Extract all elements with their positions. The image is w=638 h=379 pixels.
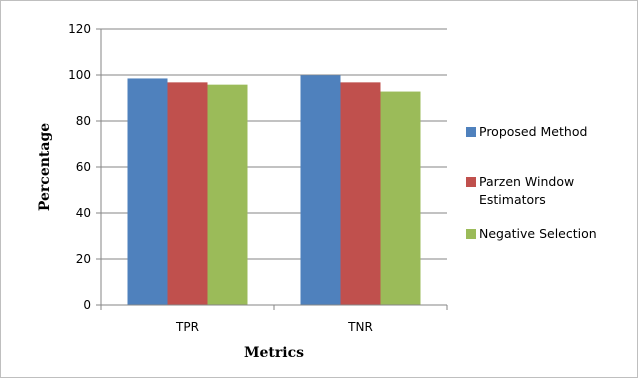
legend-swatch (466, 229, 476, 239)
x-tick-label: TNR (347, 320, 373, 334)
bar-negative-selection-tnr (380, 91, 421, 305)
y-tick-label: 0 (83, 298, 91, 312)
bar-proposed-method-tpr (127, 78, 168, 305)
x-tick-label: TPR (175, 320, 199, 334)
x-tick-labels: TPR TNR (175, 320, 373, 334)
y-tick-label: 40 (76, 206, 91, 220)
y-tick-label: 120 (68, 22, 91, 36)
legend-label: Negative Selection (479, 226, 597, 241)
legend-swatch (466, 177, 476, 187)
y-tick-label: 80 (76, 114, 91, 128)
bar-proposed-method-tnr (300, 75, 341, 305)
bar-parzen-window-estimators-tpr (167, 82, 208, 305)
y-tick-label: 60 (76, 160, 91, 174)
y-axis-title: Percentage (37, 123, 53, 211)
legend-swatch (466, 127, 476, 137)
x-axis-title: Metrics (244, 345, 304, 361)
legend-label: Proposed Method (479, 124, 587, 139)
legend-label: Parzen Window Estimators (479, 174, 574, 207)
axes (96, 28, 448, 310)
bars (127, 75, 421, 305)
y-tick-labels: 0 20 40 60 80 100 120 (68, 22, 91, 312)
y-tick-label: 100 (68, 68, 91, 82)
legend: Proposed Method Parzen Window Estimators Ne… (466, 124, 597, 241)
bar-negative-selection-tpr (207, 84, 248, 305)
y-tick-label: 20 (76, 252, 91, 266)
bar-parzen-window-estimators-tnr (340, 82, 381, 305)
